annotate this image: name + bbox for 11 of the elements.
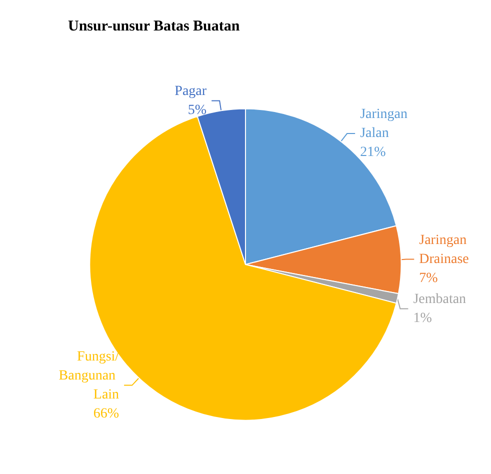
slice-label: Jaringan Jalan bbox=[360, 107, 412, 142]
data-label: 66% bbox=[93, 406, 120, 422]
slice-label: Pagar bbox=[174, 84, 207, 99]
data-label: 1% bbox=[413, 310, 432, 326]
slice-label: Fungsi/Bangunan Lain bbox=[58, 349, 120, 402]
slice-label: Jembatan bbox=[413, 292, 466, 307]
data-label: 7% bbox=[419, 270, 438, 286]
data-label: 5% bbox=[188, 102, 207, 118]
slice-label: Jaringan Drainase bbox=[419, 232, 470, 267]
data-label: 21% bbox=[360, 145, 386, 160]
chart-title: Unsur-unsur Batas Buatan bbox=[68, 18, 240, 34]
